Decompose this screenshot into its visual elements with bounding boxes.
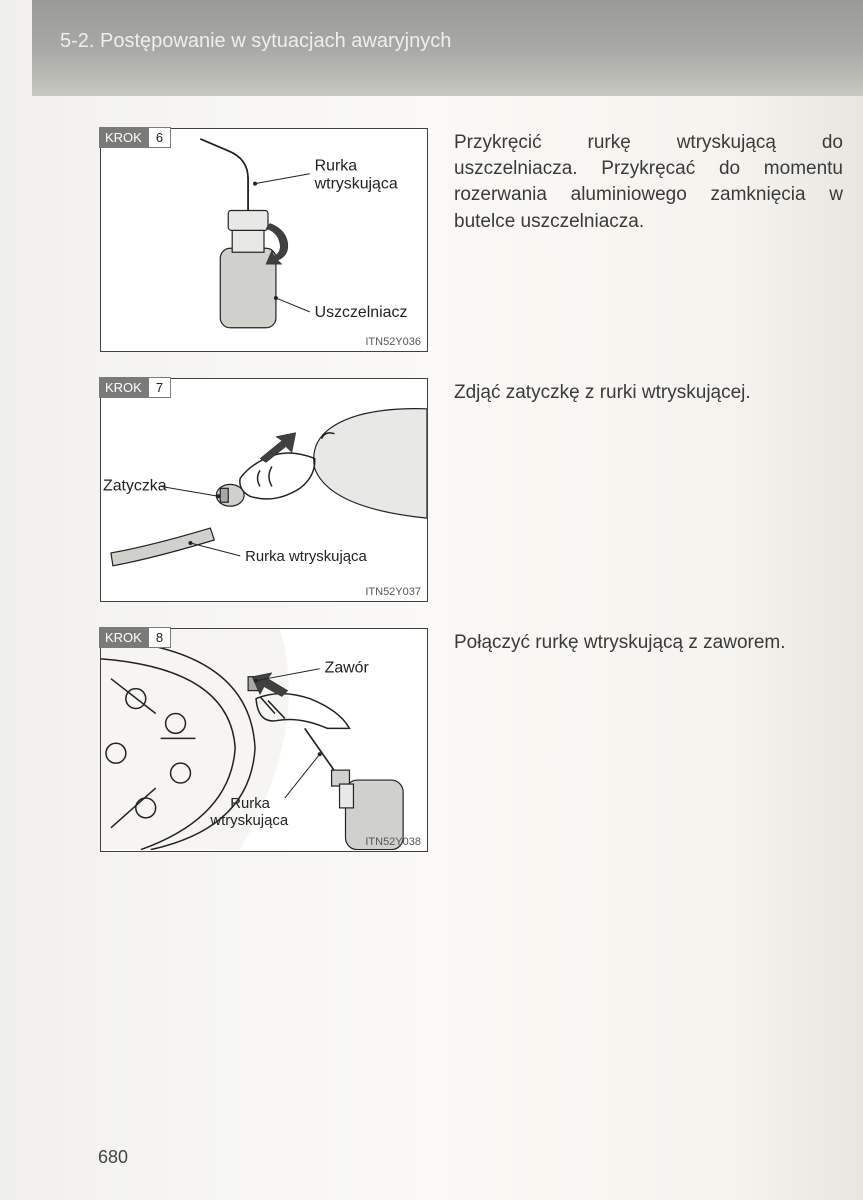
figure-box: KROK 6	[100, 128, 428, 352]
figure-box: KROK 8	[100, 628, 428, 852]
page-header: 5-2. Postępowanie w sytuacjach awaryjnyc…	[32, 0, 863, 96]
page-content: KROK 6	[32, 128, 853, 1140]
step-label: KROK	[99, 627, 148, 648]
figure-svg-6: Rurka wtryskująca Uszczelniacz	[101, 129, 427, 350]
callout-label: Rurka	[315, 158, 358, 175]
step-number: 8	[148, 627, 171, 648]
page-number: 680	[98, 1147, 128, 1168]
figure-svg-8: Zawór Rurka wtryskująca	[101, 629, 427, 850]
step-text: Zdjąć zatyczkę z rurki wtryskującej.	[428, 378, 853, 406]
step-label: KROK	[99, 127, 148, 148]
step-tag: KROK 8	[99, 627, 171, 648]
callout-label: wtryskująca	[314, 176, 398, 193]
callout-label: Zatyczka	[103, 477, 167, 494]
step-tag: KROK 6	[99, 127, 171, 148]
step-number: 7	[148, 377, 171, 398]
image-code: ITN52Y038	[365, 836, 421, 848]
step-row: KROK 7	[32, 378, 853, 602]
callout-label: Zawór	[325, 660, 370, 677]
figure-box: KROK 7	[100, 378, 428, 602]
callout-label: wtryskująca	[209, 813, 289, 829]
step-text: Przykręcić rurkę wtryskującą do uszczeln…	[428, 128, 853, 235]
figure-svg-7: Zatyczka Rurka wtryskująca	[101, 379, 427, 600]
section-number: 5-2.	[60, 30, 94, 52]
callout-label: Rurka	[230, 796, 270, 812]
step-number: 6	[148, 127, 171, 148]
step-row: KROK 8	[32, 628, 853, 852]
image-code: ITN52Y036	[365, 336, 421, 348]
step-tag: KROK 7	[99, 377, 171, 398]
image-code: ITN52Y037	[365, 586, 421, 598]
step-label: KROK	[99, 377, 148, 398]
section-title: Postępowanie w sytuacjach awaryjnych	[100, 30, 451, 52]
step-row: KROK 6	[32, 128, 853, 352]
callout-label: Rurka wtryskująca	[245, 549, 367, 565]
step-text: Połączyć rurkę wtryskującą z zaworem.	[428, 628, 853, 656]
callout-label: Uszczelniacz	[315, 304, 408, 321]
